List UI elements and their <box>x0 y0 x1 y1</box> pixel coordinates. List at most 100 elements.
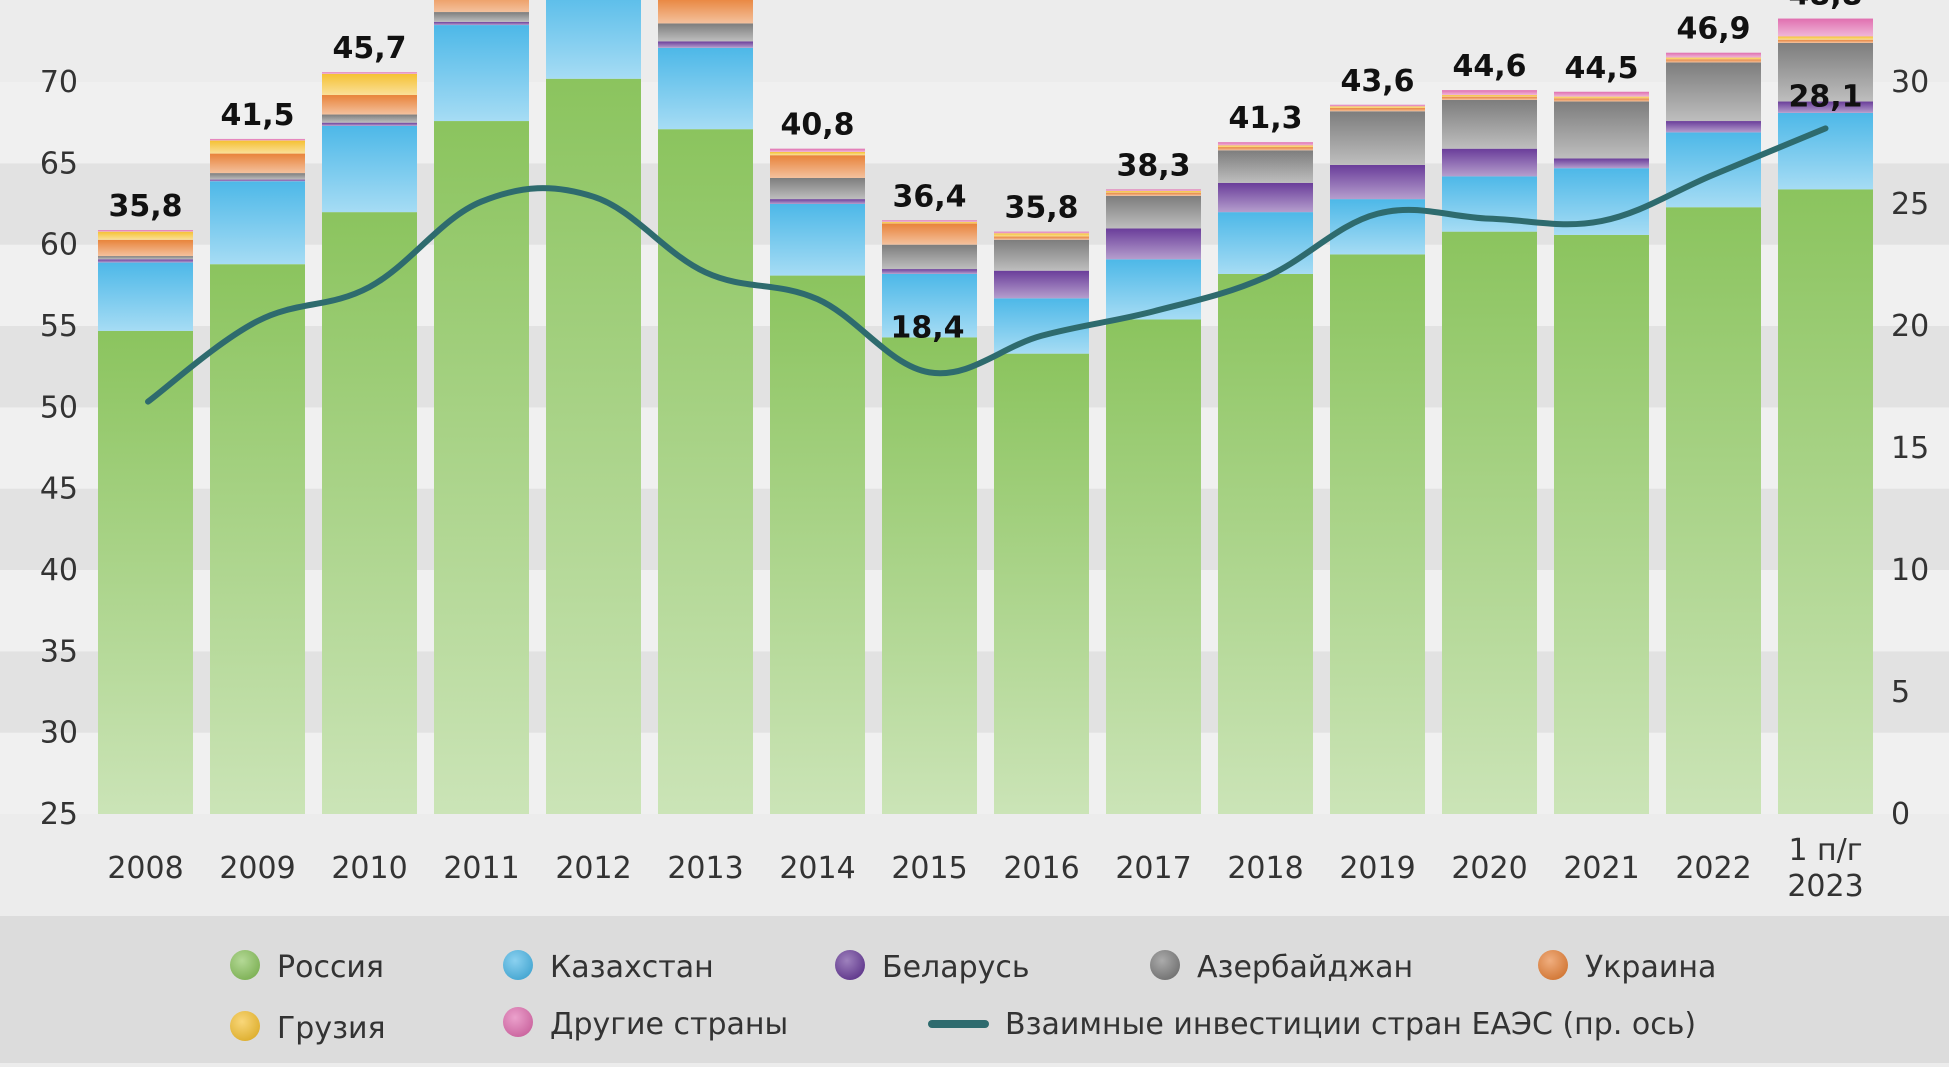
y-left-tick-label: 70 <box>40 65 78 100</box>
bar-segment-Украина <box>434 0 529 12</box>
x-tick-label: 2010 <box>331 851 407 886</box>
bar-segment-Россия <box>770 276 865 814</box>
bar-segment-Казахстан <box>1778 113 1873 189</box>
bar-segment-Грузия <box>882 222 977 224</box>
legend-marker-icon <box>503 950 533 980</box>
bar-segment-Беларусь <box>322 123 417 126</box>
bar-segment-Беларусь <box>1442 149 1537 177</box>
bar-segment-Грузия <box>1666 58 1761 60</box>
bar-segment-Беларусь <box>1106 228 1201 259</box>
bar-segment-Казахстан <box>1666 132 1761 207</box>
bar-total-label: 43,6 <box>1340 64 1414 99</box>
legend-marker-icon <box>835 950 865 980</box>
y-right-tick-label: 10 <box>1891 553 1929 588</box>
y-right-tick-label: 30 <box>1891 65 1929 100</box>
bar-segment-Грузия <box>98 232 193 240</box>
bar-segment-Другие страны <box>994 232 1089 234</box>
bar-total-label: 44,5 <box>1564 51 1638 86</box>
bar-segment-Беларусь <box>1330 165 1425 199</box>
bar-segment-Россия <box>1554 235 1649 814</box>
y-left-tick-label: 65 <box>40 146 78 181</box>
bar-segment-Азербайджан <box>1106 196 1201 229</box>
y-left-tick-label: 25 <box>40 797 78 832</box>
bar-segment-Казахстан <box>770 204 865 276</box>
x-tick-label: 2020 <box>1451 851 1527 886</box>
bar-segment-Россия <box>98 331 193 814</box>
x-tick-label: 2023 <box>1787 869 1863 904</box>
bar-segment-Казахстан <box>210 181 305 264</box>
bar-total-label: 45,7 <box>332 31 406 66</box>
bar-segment-Азербайджан <box>1666 62 1761 121</box>
bar-segment-Грузия <box>322 74 417 95</box>
bar-segment-Россия <box>1666 207 1761 814</box>
bar-segment-Украина <box>882 224 977 245</box>
bar-segment-Азербайджан <box>1554 102 1649 159</box>
bar-segment-Грузия <box>1554 97 1649 99</box>
x-tick-label: 2011 <box>443 851 519 886</box>
bar-segment-Беларусь <box>1666 121 1761 132</box>
bar-segment-Россия <box>210 264 305 814</box>
bar-segment-Азербайджан <box>882 245 977 269</box>
legend-label: Россия <box>277 950 384 985</box>
bar-segment-Азербайджан <box>770 178 865 199</box>
x-tick-label: 2016 <box>1003 851 1079 886</box>
bar-segment-Россия <box>1218 274 1313 814</box>
line-value-label: 28,1 <box>1788 79 1862 114</box>
bar-segment-Украина <box>1330 108 1425 111</box>
bar-segment-Беларусь <box>434 22 529 25</box>
legend-marker-icon <box>1538 950 1568 980</box>
bar-segment-Казахстан <box>98 263 193 331</box>
bar-segment-Беларусь <box>882 269 977 274</box>
bar-segment-Грузия <box>1218 145 1313 147</box>
bar-total-label: 36,4 <box>892 179 966 214</box>
x-tick-label: 2012 <box>555 851 631 886</box>
legend-marker-icon <box>503 1007 533 1037</box>
bar-segment-Россия <box>994 354 1089 814</box>
bar-segment-Грузия <box>770 152 865 155</box>
x-tick-label: 2018 <box>1227 851 1303 886</box>
bar-segment-Грузия <box>1330 106 1425 108</box>
bar-segment-Другие страны <box>1218 142 1313 145</box>
bar-segment-Беларусь <box>658 41 753 48</box>
bar-total-label: 38,3 <box>1116 148 1190 183</box>
y-right-tick-label: 25 <box>1891 187 1929 222</box>
bar-segment-Россия <box>1330 254 1425 814</box>
bar-segment-Украина <box>1218 147 1313 150</box>
y-left-tick-label: 50 <box>40 390 78 425</box>
bar-segment-Азербайджан <box>322 115 417 123</box>
bar-segment-Азербайджан <box>658 23 753 41</box>
bar-segment-Азербайджан <box>1330 111 1425 165</box>
bar-segment-Азербайджан <box>210 173 305 180</box>
bar-segment-Россия <box>1442 232 1537 814</box>
bar-segment-Грузия <box>1778 36 1873 39</box>
bar-segment-Россия <box>1778 189 1873 814</box>
y-left-tick-label: 55 <box>40 309 78 344</box>
bar-segment-Казахстан <box>658 48 753 129</box>
bar-segment-Беларусь <box>770 199 865 204</box>
bar-segment-Другие страны <box>1442 90 1537 95</box>
bar-total-label: 41,3 <box>1228 101 1302 136</box>
bar-segment-Казахстан <box>322 126 417 212</box>
bar-total-label: 46,9 <box>1676 12 1750 47</box>
bar-segment-Россия <box>658 129 753 814</box>
bar-segment-Беларусь <box>1218 183 1313 212</box>
legend-label: Украина <box>1585 950 1716 985</box>
bar-segment-Другие страны <box>1554 92 1649 97</box>
line-value-label: 18,4 <box>890 310 964 345</box>
y-left-tick-label: 35 <box>40 634 78 669</box>
legend-label: Казахстан <box>550 950 714 985</box>
bar-segment-Азербайджан <box>434 12 529 22</box>
bar-segment-Украина <box>1666 59 1761 62</box>
bar-segment-Другие страны <box>1106 189 1201 191</box>
legend-item-line: Взаимные инвестиции стран ЕАЭС (пр. ось) <box>932 1007 1696 1042</box>
bar-segment-Грузия <box>1106 191 1201 193</box>
bar-segment-Беларусь <box>210 180 305 182</box>
legend-marker-icon <box>230 1011 260 1041</box>
bar-segment-Казахстан <box>1218 212 1313 274</box>
x-tick-label: 1 п/г <box>1788 833 1862 868</box>
bar-segment-Украина <box>658 0 753 23</box>
bar-total-label: 48,8 <box>1788 0 1862 13</box>
bar-segment-Беларусь <box>98 259 193 262</box>
bar-segment-Беларусь <box>994 271 1089 299</box>
